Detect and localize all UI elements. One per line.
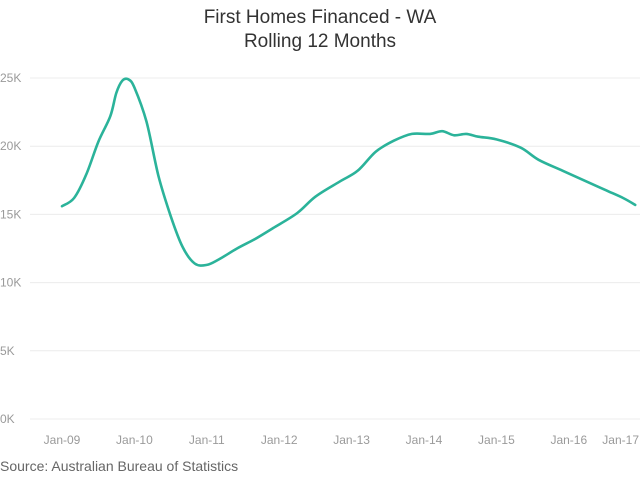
x-tick-label: Jan-15 (478, 433, 515, 447)
y-tick-label: 10K (0, 276, 21, 290)
x-tick-label: Jan-11 (189, 433, 225, 447)
y-axis: 0K 5K 10K 15K 20K 25K (0, 71, 21, 426)
x-tick-label: Jan-12 (261, 433, 298, 447)
chart-subtitle: Rolling 12 Months (243, 31, 397, 52)
series-layer (60, 77, 637, 267)
x-tick-label: Jan-14 (406, 433, 443, 447)
x-tick-label: Jan-16 (550, 433, 587, 447)
series-line (60, 77, 637, 267)
grid-lines (30, 77, 640, 420)
x-tick-label: Jan-09 (44, 433, 81, 447)
y-tick-label: 20K (0, 139, 21, 153)
y-tick-label: 15K (0, 207, 21, 221)
x-tick-label: Jan-17 (602, 433, 639, 447)
source-note: Source: Australian Bureau of Statistics (0, 458, 239, 474)
x-tick-label: Jan-13 (333, 433, 370, 447)
y-tick-label: 5K (0, 344, 15, 358)
y-tick-label: 0K (0, 412, 15, 426)
x-axis: Jan-09 Jan-10 Jan-11 Jan-12 Jan-13 Jan-14 Jan-… (44, 433, 640, 447)
y-tick-label: 25K (0, 71, 21, 85)
chart-title: First Homes Financed - WA (203, 7, 437, 28)
chart-title-block: First Homes Financed - WA Rolling 12 Mon… (0, 6, 640, 54)
x-tick-label: Jan-10 (116, 433, 153, 447)
